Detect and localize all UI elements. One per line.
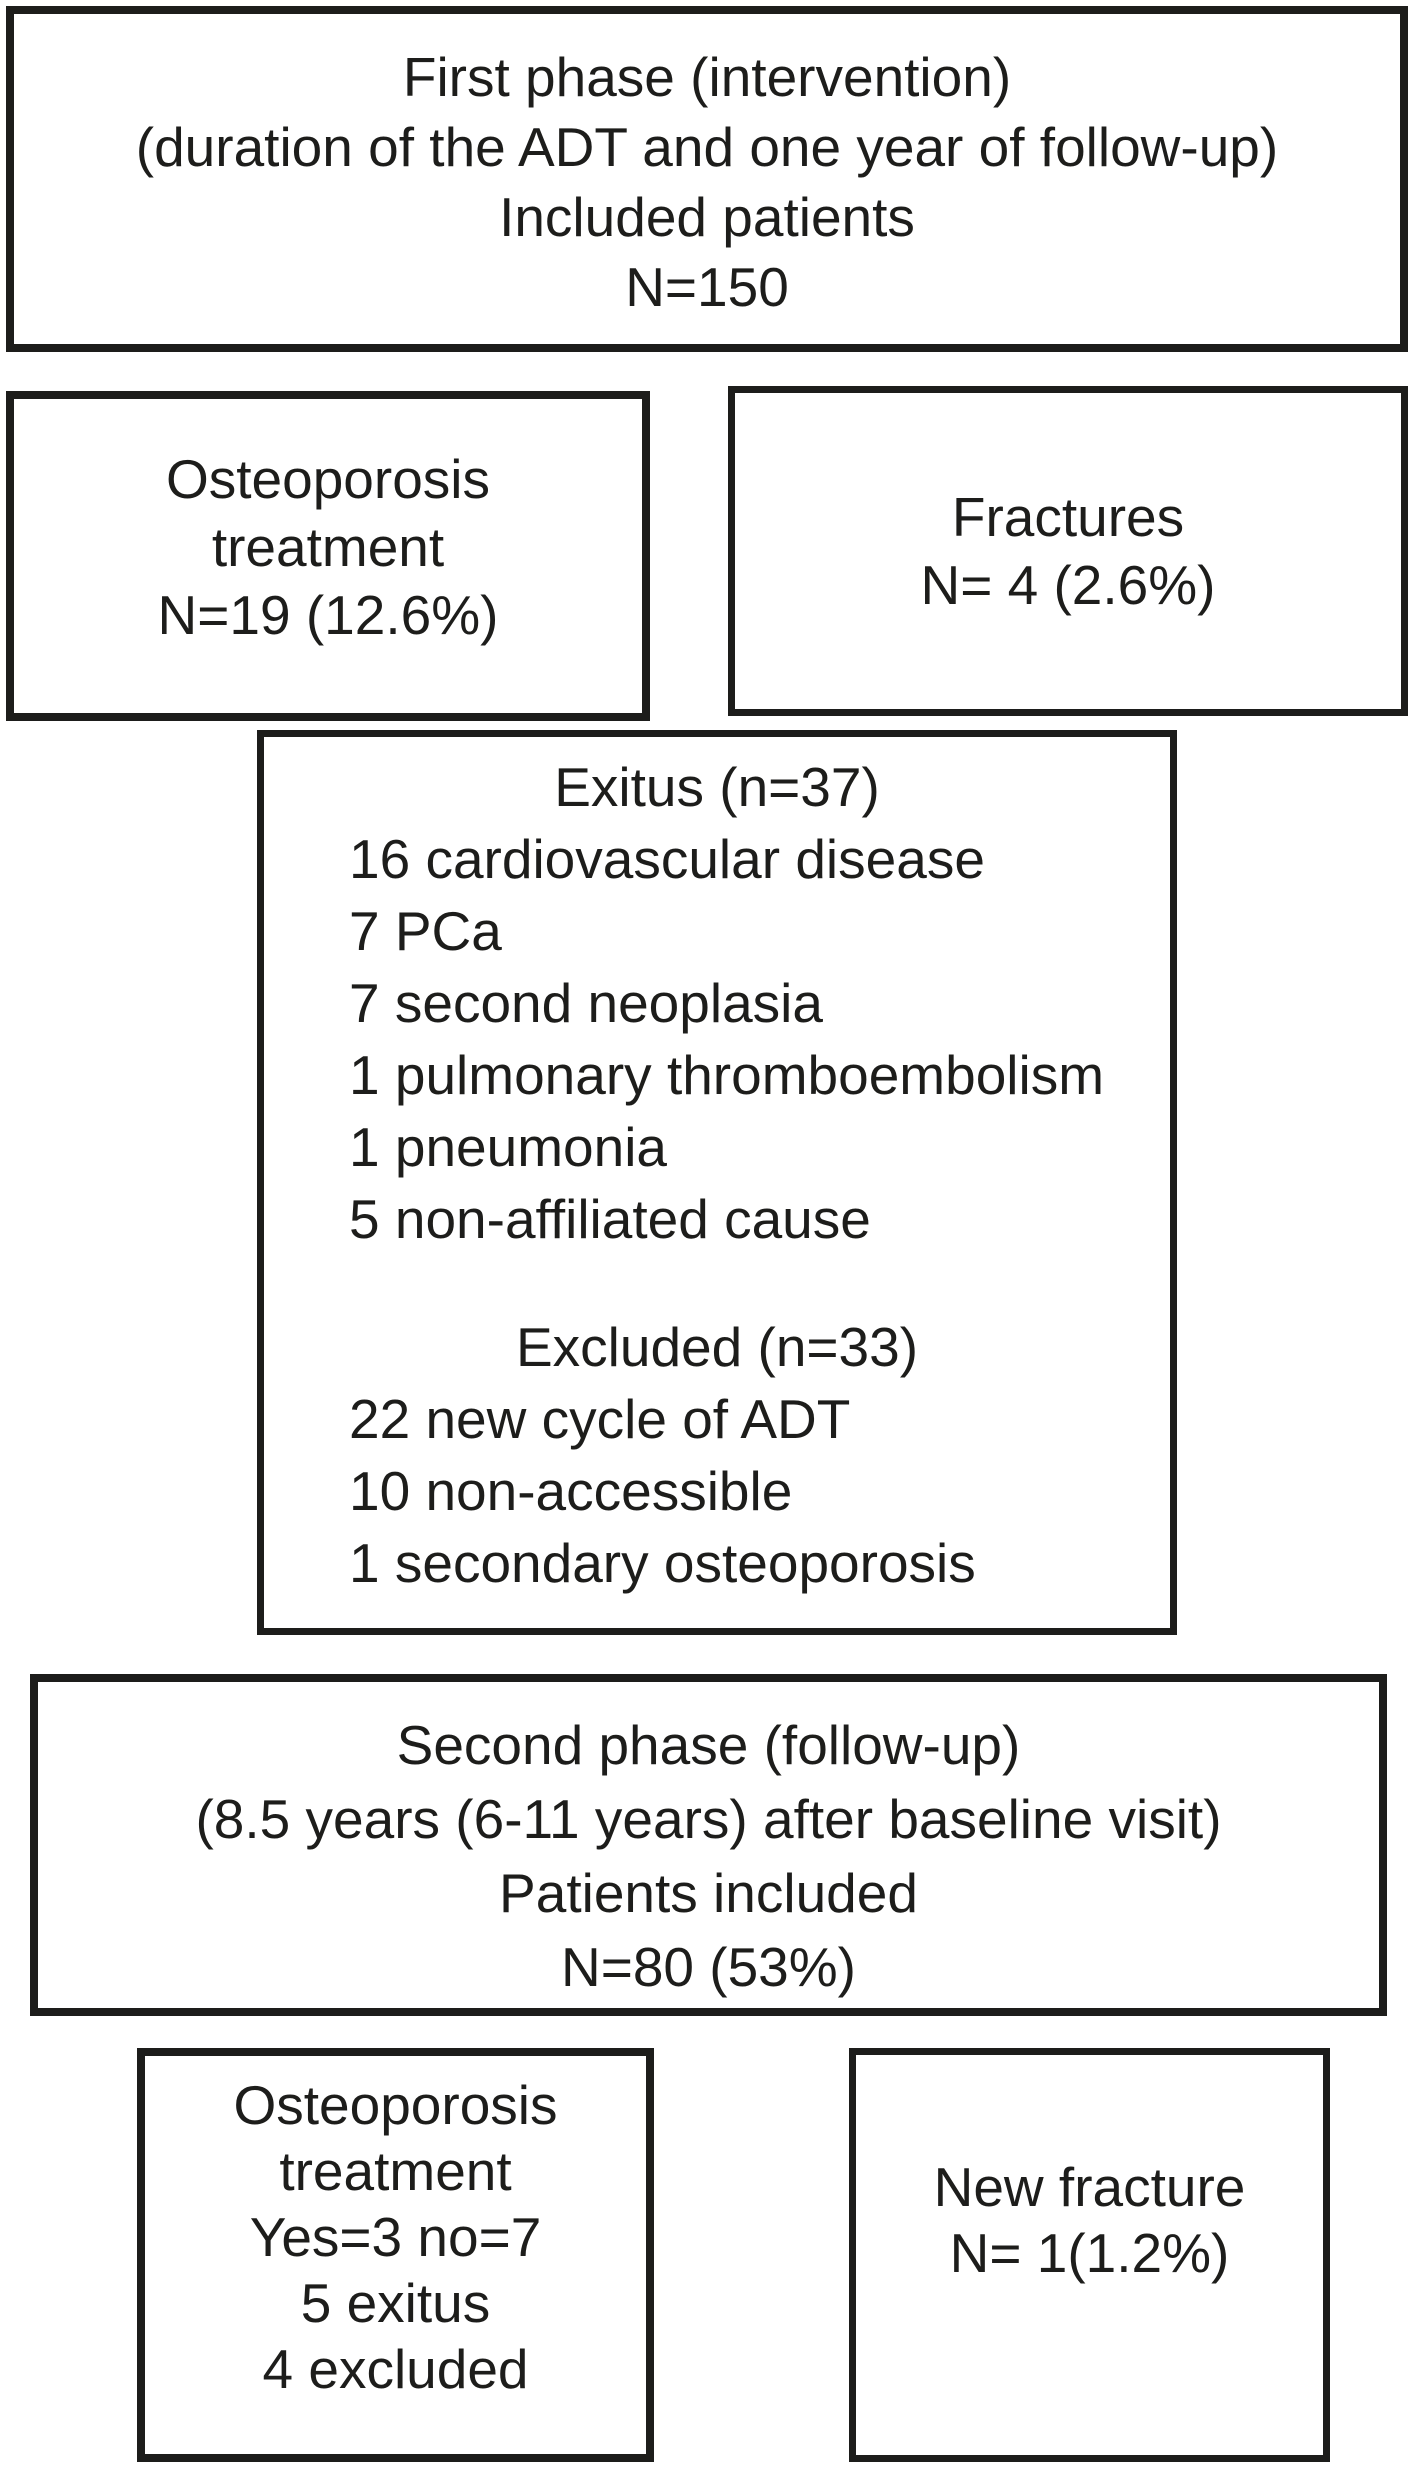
excluded-item: 1 secondary osteoporosis	[349, 1532, 976, 1594]
exitus-item: 7 second neoplasia	[349, 972, 823, 1034]
osteoporosis-treatment-followup-line: treatment	[279, 2140, 512, 2202]
osteoporosis-treatment-followup-exitus: 5 exitus	[300, 2272, 491, 2334]
fractures-box: Fractures N= 4 (2.6%)	[728, 386, 1408, 716]
osteoporosis-treatment-n: N=19 (12.6%)	[157, 584, 499, 646]
first-phase-box: First phase (intervention) (duration of …	[6, 6, 1408, 352]
fractures-n: N= 4 (2.6%)	[920, 554, 1216, 616]
second-phase-title: Second phase (follow-up)	[396, 1714, 1021, 1776]
exitus-item: 5 non-affiliated cause	[349, 1188, 871, 1250]
first-phase-n: N=150	[625, 256, 789, 318]
new-fracture-label: New fracture	[933, 2156, 1246, 2218]
exitus-item: 1 pulmonary thromboembolism	[349, 1044, 1105, 1106]
second-phase-timing: (8.5 years (6-11 years) after baseline v…	[195, 1788, 1222, 1850]
exitus-item: 1 pneumonia	[349, 1116, 668, 1178]
osteoporosis-treatment-box: Osteoporosis treatment N=19 (12.6%)	[6, 391, 650, 721]
second-phase-box: Second phase (follow-up) (8.5 years (6-1…	[30, 1674, 1387, 2016]
second-phase-included-label: Patients included	[499, 1862, 918, 1924]
fractures-label: Fractures	[951, 486, 1185, 548]
first-phase-title: First phase (intervention)	[402, 46, 1012, 108]
excluded-item: 22 new cycle of ADT	[349, 1388, 851, 1450]
exitus-item: 16 cardiovascular disease	[349, 828, 985, 890]
osteoporosis-treatment-line: treatment	[211, 516, 445, 578]
second-phase-n: N=80 (53%)	[560, 1936, 856, 1998]
osteoporosis-treatment-followup-excluded: 4 excluded	[262, 2338, 529, 2400]
osteoporosis-treatment-followup-yes-no: Yes=3 no=7	[249, 2206, 542, 2268]
first-phase-duration: (duration of the ADT and one year of fol…	[135, 116, 1279, 178]
new-fracture-box: New fracture N= 1(1.2%)	[849, 2048, 1330, 2462]
osteoporosis-treatment-followup-box: Osteoporosis treatment Yes=3 no=7 5 exit…	[137, 2048, 654, 2462]
exitus-excluded-box: Exitus (n=37) 16 cardiovascular disease …	[257, 730, 1177, 1635]
first-phase-included-label: Included patients	[499, 186, 915, 248]
osteoporosis-treatment-line: Osteoporosis	[165, 448, 491, 510]
excluded-title: Excluded (n=33)	[515, 1316, 919, 1378]
exitus-item: 7 PCa	[349, 900, 502, 962]
new-fracture-n: N= 1(1.2%)	[949, 2222, 1230, 2284]
osteoporosis-treatment-followup-line: Osteoporosis	[233, 2074, 558, 2136]
excluded-item: 10 non-accessible	[349, 1460, 793, 1522]
exitus-title: Exitus (n=37)	[554, 756, 880, 818]
